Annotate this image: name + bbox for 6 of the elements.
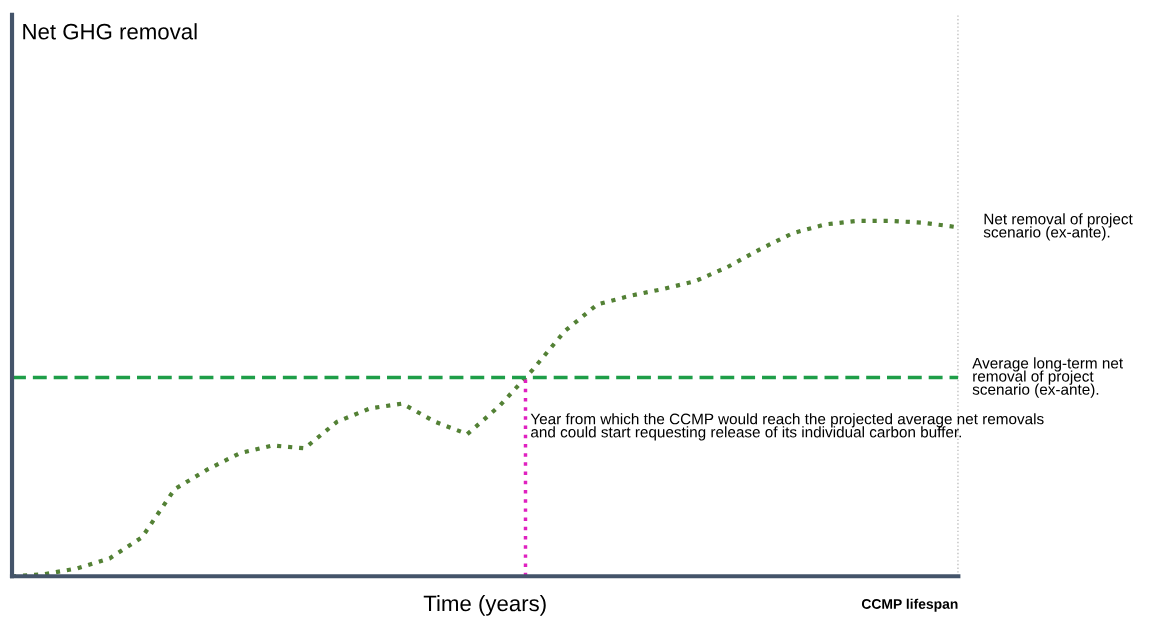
ref-line-label: Average long-term net removal of project scenario (ex-ante). [972, 357, 1123, 398]
x-axis-title: Time (years) [423, 595, 546, 616]
series-label: Net removal of project scenario (ex-ante). [983, 213, 1133, 241]
annotation: Year from which the CCMP would reach the projected average net removals and could start requesting release of its individual carbon buffer. [530, 413, 1044, 441]
text: Net GHG removal [23, 23, 197, 40]
text: CCMP lifespan [861, 598, 958, 612]
